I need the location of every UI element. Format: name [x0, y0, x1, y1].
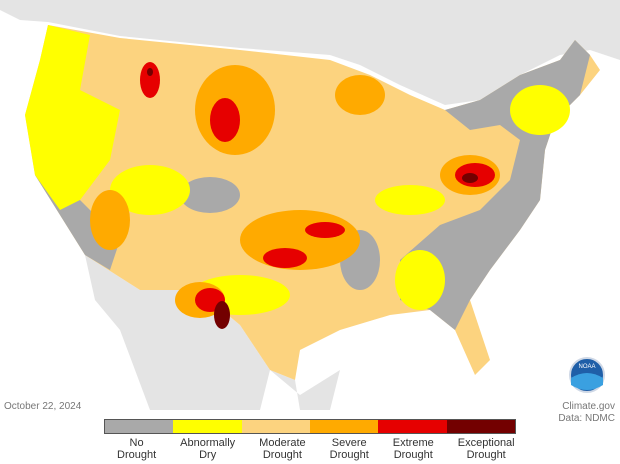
legend-swatch	[241, 420, 310, 433]
noaa-logo: NOAA	[569, 357, 605, 393]
drought-area	[375, 185, 445, 215]
canada	[0, 0, 620, 105]
legend-swatch	[105, 420, 174, 433]
legend-label: Moderate Drought	[259, 437, 306, 461]
legend-label: Exceptional Drought	[457, 437, 515, 461]
mexico	[85, 255, 340, 410]
map: NOAA	[0, 0, 620, 410]
legend-swatch	[446, 420, 515, 433]
drought-area	[510, 85, 570, 135]
drought-area	[210, 98, 240, 142]
drought-area	[140, 62, 160, 98]
drought-area	[305, 222, 345, 238]
legend-labels: No Drought Abnormally Dry Moderate Drought…	[105, 437, 515, 461]
drought-area	[110, 165, 190, 215]
legend-bar	[104, 419, 516, 434]
legend-label: Abnormally Dry	[180, 437, 236, 461]
credit: Climate.gov	[562, 401, 615, 412]
date: October 22, 2024	[4, 401, 82, 412]
logo-text: NOAA	[578, 364, 595, 370]
legend-label: No Drought	[117, 437, 157, 461]
drought-area	[180, 177, 240, 213]
drought-area	[462, 173, 478, 183]
legend-label: Severe Drought	[329, 437, 369, 461]
legend-swatch	[378, 420, 447, 433]
legend-label: Extreme Drought	[392, 437, 434, 461]
drought-area	[395, 250, 445, 310]
drought-area	[263, 248, 307, 268]
source: Data: NDMC	[558, 413, 615, 424]
logo-wave	[571, 373, 603, 390]
drought-area	[90, 190, 130, 250]
drought-area	[335, 75, 385, 115]
drought-area	[147, 68, 153, 76]
legend-swatch	[309, 420, 379, 433]
legend-swatch	[173, 420, 242, 433]
drought-area	[25, 25, 120, 210]
us-map	[25, 25, 600, 380]
drought-area	[214, 301, 230, 329]
